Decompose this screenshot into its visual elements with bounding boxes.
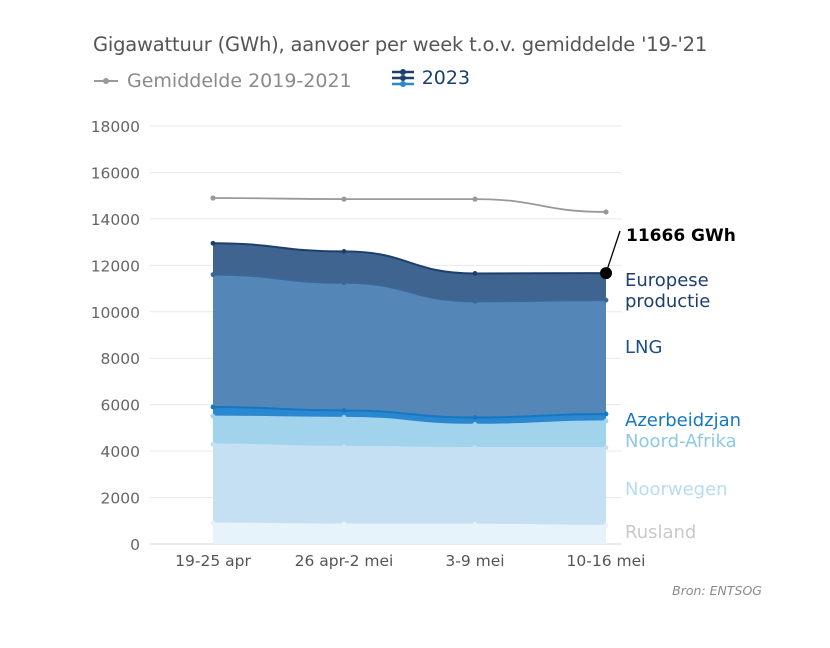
y-tick-label: 14000 xyxy=(91,211,140,229)
series-label-europese_productie: Europese productie xyxy=(625,270,710,312)
point-rusland xyxy=(603,523,609,528)
point-average xyxy=(603,209,609,215)
point-average xyxy=(341,196,347,202)
legend-2023-marker-icon xyxy=(391,69,414,87)
end-value-label: 11666 GWh xyxy=(626,226,736,246)
source-note: Bron: ENTSOG xyxy=(672,583,762,598)
point-lng xyxy=(472,298,478,304)
line-lng xyxy=(212,273,607,303)
x-tick-label: 26 apr-2 mei xyxy=(295,552,394,570)
point-rusland xyxy=(210,520,216,526)
point-noord_afrika xyxy=(341,415,347,420)
chart-title: Gigawattuur (GWh), aanvoer per week t.o.… xyxy=(93,33,708,56)
point-lng xyxy=(603,297,609,303)
line-noorwegen xyxy=(212,443,606,449)
point-lng xyxy=(210,272,216,278)
point-noorwegen xyxy=(210,441,216,447)
legend-label-2023: 2023 xyxy=(421,67,471,89)
point-azerbeidzjan xyxy=(210,404,216,410)
point-azerbeidzjan xyxy=(341,408,347,413)
legend-average-marker-icon xyxy=(94,78,118,84)
point-noorwegen xyxy=(341,444,347,449)
point-noorwegen xyxy=(603,445,609,451)
legend-item-average[interactable]: Gemiddelde 2019-2021 xyxy=(93,70,352,92)
point-average xyxy=(210,195,216,201)
area-noorwegen xyxy=(213,444,606,526)
point-lng xyxy=(341,280,347,286)
series-label-lng: LNG xyxy=(625,337,662,358)
line-noord_afrika xyxy=(212,415,607,426)
point-europese_productie xyxy=(472,271,478,276)
area-europese_productie xyxy=(213,243,606,302)
y-tick-label: 6000 xyxy=(101,397,140,415)
y-tick-label: 12000 xyxy=(91,257,140,275)
y-tick-label: 4000 xyxy=(101,443,140,461)
end-label-leader xyxy=(605,230,621,274)
area-azerbeidzjan xyxy=(213,406,606,425)
point-europese_productie xyxy=(341,249,347,254)
y-tick-label: 0 xyxy=(130,536,140,554)
y-tick-label: 10000 xyxy=(91,304,140,322)
line-azerbeidzjan xyxy=(212,405,607,419)
y-tick-label: 2000 xyxy=(101,490,140,508)
y-tick-label: 8000 xyxy=(101,350,140,368)
x-tick-label: 3-9 mei xyxy=(445,552,504,570)
legend-item-2023[interactable]: 2023 xyxy=(390,67,470,89)
point-azerbeidzjan xyxy=(472,415,478,420)
series-label-rusland: Rusland xyxy=(625,522,696,543)
series-label-noord_afrika: Noord-Afrika xyxy=(625,431,737,452)
point-rusland xyxy=(341,521,347,527)
area-lng xyxy=(213,274,606,418)
point-noord_afrika xyxy=(472,422,478,427)
point-azerbeidzjan xyxy=(603,411,609,417)
line-average xyxy=(212,197,607,213)
line-europese_productie xyxy=(212,242,607,275)
legend-label-average: Gemiddelde 2019-2021 xyxy=(127,70,352,92)
point-europese_productie xyxy=(210,240,216,246)
point-noord_afrika xyxy=(210,413,216,419)
series-label-azerbeidzjan: Azerbeidzjan xyxy=(625,410,741,431)
x-tick-label: 10-16 mei xyxy=(567,552,646,570)
line-rusland xyxy=(212,522,607,527)
point-noord_afrika xyxy=(603,418,609,424)
series-label-noorwegen: Noorwegen xyxy=(625,479,728,500)
area-rusland xyxy=(213,523,606,544)
x-tick-label: 19-25 apr xyxy=(175,552,251,570)
legend: Gemiddelde 2019-2021 2023 xyxy=(93,67,502,93)
y-tick-label: 16000 xyxy=(91,164,140,182)
point-noorwegen xyxy=(472,445,478,451)
y-tick-label: 18000 xyxy=(91,118,140,136)
point-average xyxy=(472,196,478,202)
point-rusland xyxy=(472,521,478,527)
